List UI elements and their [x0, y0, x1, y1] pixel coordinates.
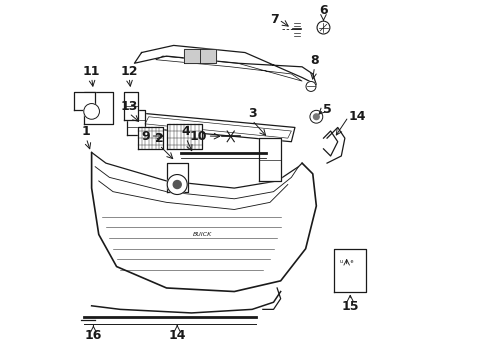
Text: 1: 1: [82, 125, 91, 138]
Text: 14: 14: [348, 110, 366, 123]
Text: 11: 11: [83, 64, 100, 77]
Text: 2: 2: [155, 132, 164, 145]
Text: 6: 6: [319, 4, 328, 17]
Text: 13: 13: [121, 100, 138, 113]
Text: 8: 8: [310, 54, 319, 67]
Polygon shape: [123, 92, 138, 120]
Polygon shape: [167, 163, 188, 192]
Text: 4: 4: [182, 125, 191, 138]
Text: 9: 9: [142, 130, 150, 143]
Text: BUICK: BUICK: [193, 232, 212, 237]
Polygon shape: [259, 138, 281, 181]
Circle shape: [314, 114, 319, 120]
Circle shape: [317, 21, 330, 34]
Text: 15: 15: [342, 301, 359, 314]
Polygon shape: [134, 45, 317, 85]
Text: 10: 10: [190, 130, 208, 143]
Polygon shape: [184, 49, 217, 63]
Polygon shape: [167, 124, 202, 149]
Polygon shape: [138, 127, 163, 149]
Text: 3: 3: [248, 107, 256, 120]
Polygon shape: [334, 249, 367, 292]
Polygon shape: [138, 113, 295, 142]
Text: 12: 12: [121, 64, 138, 77]
Circle shape: [173, 180, 181, 189]
Circle shape: [167, 175, 187, 194]
Polygon shape: [127, 109, 145, 135]
Text: 14: 14: [169, 329, 186, 342]
Text: 5: 5: [323, 103, 332, 116]
Circle shape: [306, 81, 316, 91]
Circle shape: [310, 110, 323, 123]
Text: 7: 7: [270, 13, 279, 26]
Text: u  i  e: u i e: [340, 259, 353, 264]
Polygon shape: [84, 92, 113, 124]
Polygon shape: [74, 92, 95, 109]
Text: 16: 16: [85, 329, 102, 342]
Circle shape: [84, 104, 99, 119]
